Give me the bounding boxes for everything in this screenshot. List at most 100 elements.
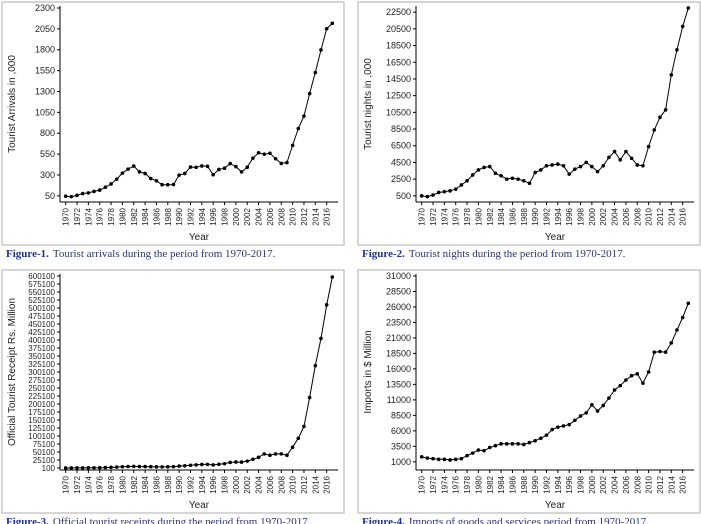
data-point xyxy=(624,378,628,382)
x-tick-label: 1980 xyxy=(118,475,127,493)
x-tick-label: 1972 xyxy=(73,475,82,493)
x-tick-label: 2012 xyxy=(656,475,665,493)
x-tick-label: 1990 xyxy=(175,207,184,225)
x-tick-label: 1986 xyxy=(152,475,161,493)
x-tick-label: 1998 xyxy=(577,475,586,493)
y-tick-label: 275100 xyxy=(28,376,55,385)
x-tick-label: 2006 xyxy=(266,207,275,225)
data-point xyxy=(109,182,113,186)
data-point xyxy=(482,448,486,453)
caption-text: Tourist arrivals during the period from … xyxy=(53,248,276,260)
data-point xyxy=(120,464,125,469)
data-point xyxy=(561,424,566,428)
y-tick-label: 550100 xyxy=(28,288,55,297)
data-point xyxy=(177,464,181,468)
data-point xyxy=(148,464,153,469)
figure-label: Figure-2. xyxy=(362,248,405,260)
data-point xyxy=(234,164,238,169)
x-tick-label: 2012 xyxy=(300,475,309,493)
data-point xyxy=(165,465,170,469)
data-point xyxy=(183,171,187,176)
data-point xyxy=(183,463,187,468)
data-point xyxy=(137,464,142,469)
y-tick-label: 75100 xyxy=(33,440,56,449)
x-tick-label: 2008 xyxy=(633,207,642,225)
x-tick-label: 1978 xyxy=(463,207,472,225)
data-point xyxy=(453,457,458,462)
y-tick-label: 425100 xyxy=(28,328,55,337)
x-tick-label: 2000 xyxy=(588,475,597,493)
x-tick-label: 2010 xyxy=(289,207,298,225)
data-point xyxy=(80,466,85,470)
y-tick-label: 175100 xyxy=(28,408,55,417)
data-point xyxy=(539,168,543,172)
x-tick-label: 1994 xyxy=(554,475,563,493)
y-tick-label: 16000 xyxy=(386,364,411,374)
data-point xyxy=(436,457,441,462)
y-tick-label: 550 xyxy=(40,149,55,159)
data-point xyxy=(618,383,623,388)
data-point xyxy=(533,170,537,175)
panel-frame xyxy=(1,269,345,514)
y-tick-label: 100 xyxy=(42,464,56,473)
x-tick-label: 2002 xyxy=(243,207,252,225)
y-axis-title: Official Tourist Receipt Rs. Million xyxy=(7,298,18,446)
y-tick-label: 2500 xyxy=(391,174,411,184)
y-tick-label: 250100 xyxy=(28,384,55,393)
data-point xyxy=(126,464,130,469)
x-tick-label: 2000 xyxy=(232,475,241,493)
x-tick-label: 2016 xyxy=(323,475,332,493)
x-tick-label: 2014 xyxy=(311,475,320,493)
y-axis-title: Tourist Arrivals in ,000 xyxy=(7,55,18,153)
data-point xyxy=(245,165,250,169)
x-tick-label: 1970 xyxy=(62,475,71,493)
x-tick-label: 1970 xyxy=(62,207,71,225)
x-tick-label: 1974 xyxy=(440,475,449,493)
y-tick-label: 4500 xyxy=(391,157,411,167)
x-tick-label: 2016 xyxy=(679,207,688,225)
data-point xyxy=(103,185,108,190)
data-point xyxy=(686,6,691,10)
data-point xyxy=(618,158,623,162)
x-tick-label: 2010 xyxy=(645,207,654,225)
data-point xyxy=(573,418,577,423)
x-axis-title: Year xyxy=(545,232,566,243)
x-tick-label: 1998 xyxy=(577,207,586,225)
panel-frame xyxy=(1,1,345,246)
x-tick-label: 1976 xyxy=(452,207,461,225)
y-tick-label: 350100 xyxy=(28,352,55,361)
y-tick-label: 500100 xyxy=(28,304,55,313)
data-point xyxy=(431,456,435,461)
data-point xyxy=(607,155,611,160)
x-tick-label: 2014 xyxy=(667,475,676,493)
data-point xyxy=(211,463,215,467)
data-point xyxy=(419,455,424,459)
x-axis-title: Year xyxy=(189,500,210,511)
x-tick-label: 1984 xyxy=(141,475,150,493)
data-point xyxy=(578,164,583,169)
data-point xyxy=(256,455,261,460)
x-tick-label: 2004 xyxy=(255,475,264,493)
data-point xyxy=(114,465,119,469)
x-tick-label: 1978 xyxy=(463,475,472,493)
x-tick-label: 2012 xyxy=(300,207,309,225)
data-point xyxy=(425,456,430,460)
data-point xyxy=(573,167,577,171)
data-point xyxy=(313,70,318,75)
data-point xyxy=(222,166,227,170)
data-point xyxy=(646,370,651,374)
panel-frame xyxy=(357,1,701,246)
data-point xyxy=(330,275,335,279)
data-point xyxy=(302,424,306,429)
x-tick-label: 2004 xyxy=(255,207,264,225)
x-tick-label: 2012 xyxy=(656,207,665,225)
y-tick-label: 10500 xyxy=(386,107,411,117)
x-tick-label: 1974 xyxy=(84,475,93,493)
data-point xyxy=(109,465,113,470)
x-tick-label: 1982 xyxy=(486,207,495,225)
data-point xyxy=(211,172,215,177)
data-point xyxy=(92,465,96,470)
data-point xyxy=(641,381,645,385)
data-point xyxy=(239,460,244,464)
